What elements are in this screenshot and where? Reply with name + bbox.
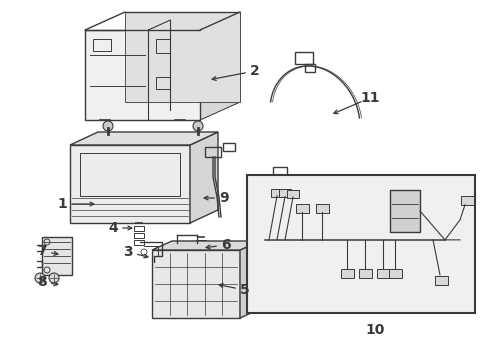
Text: 5: 5	[240, 283, 249, 297]
Bar	[294, 52, 312, 64]
Bar	[134, 233, 143, 238]
Bar	[246, 175, 474, 313]
Bar	[434, 276, 447, 285]
Bar	[223, 143, 235, 151]
Bar	[315, 204, 328, 213]
Polygon shape	[152, 250, 240, 318]
Bar	[196, 240, 205, 245]
Text: 3: 3	[123, 245, 133, 259]
Text: 6: 6	[221, 238, 230, 252]
Circle shape	[193, 121, 203, 131]
Text: 10: 10	[365, 323, 384, 337]
Bar	[295, 204, 308, 213]
Text: 2: 2	[250, 64, 259, 78]
Text: 7: 7	[37, 244, 47, 258]
Bar	[196, 247, 205, 252]
Bar	[156, 39, 170, 53]
Text: 9: 9	[219, 191, 228, 205]
Bar	[134, 226, 143, 231]
Text: 8: 8	[37, 275, 47, 289]
Text: 1: 1	[57, 197, 67, 211]
Bar	[340, 269, 353, 278]
Bar	[388, 269, 401, 278]
Polygon shape	[70, 132, 218, 145]
Text: 11: 11	[360, 91, 379, 105]
Bar	[358, 269, 371, 278]
Bar	[460, 196, 473, 205]
Polygon shape	[42, 237, 72, 275]
Polygon shape	[200, 12, 240, 120]
Bar	[93, 39, 111, 51]
Bar	[270, 189, 283, 197]
Polygon shape	[85, 30, 200, 120]
Circle shape	[35, 273, 45, 283]
Bar	[134, 240, 143, 245]
Polygon shape	[125, 12, 240, 102]
Polygon shape	[152, 241, 260, 250]
Polygon shape	[70, 145, 190, 223]
Bar	[280, 177, 289, 185]
Polygon shape	[240, 241, 260, 318]
Text: 4: 4	[108, 221, 118, 235]
Bar	[80, 153, 180, 196]
Bar	[272, 167, 286, 177]
Bar	[156, 77, 170, 89]
Circle shape	[49, 273, 59, 283]
Bar	[279, 189, 290, 197]
Bar	[204, 147, 221, 157]
Polygon shape	[389, 190, 419, 232]
Polygon shape	[85, 102, 240, 120]
Circle shape	[103, 121, 113, 131]
Polygon shape	[190, 132, 218, 223]
Bar	[286, 190, 298, 198]
Bar	[196, 254, 205, 259]
Bar	[305, 64, 314, 72]
Bar	[376, 269, 389, 278]
